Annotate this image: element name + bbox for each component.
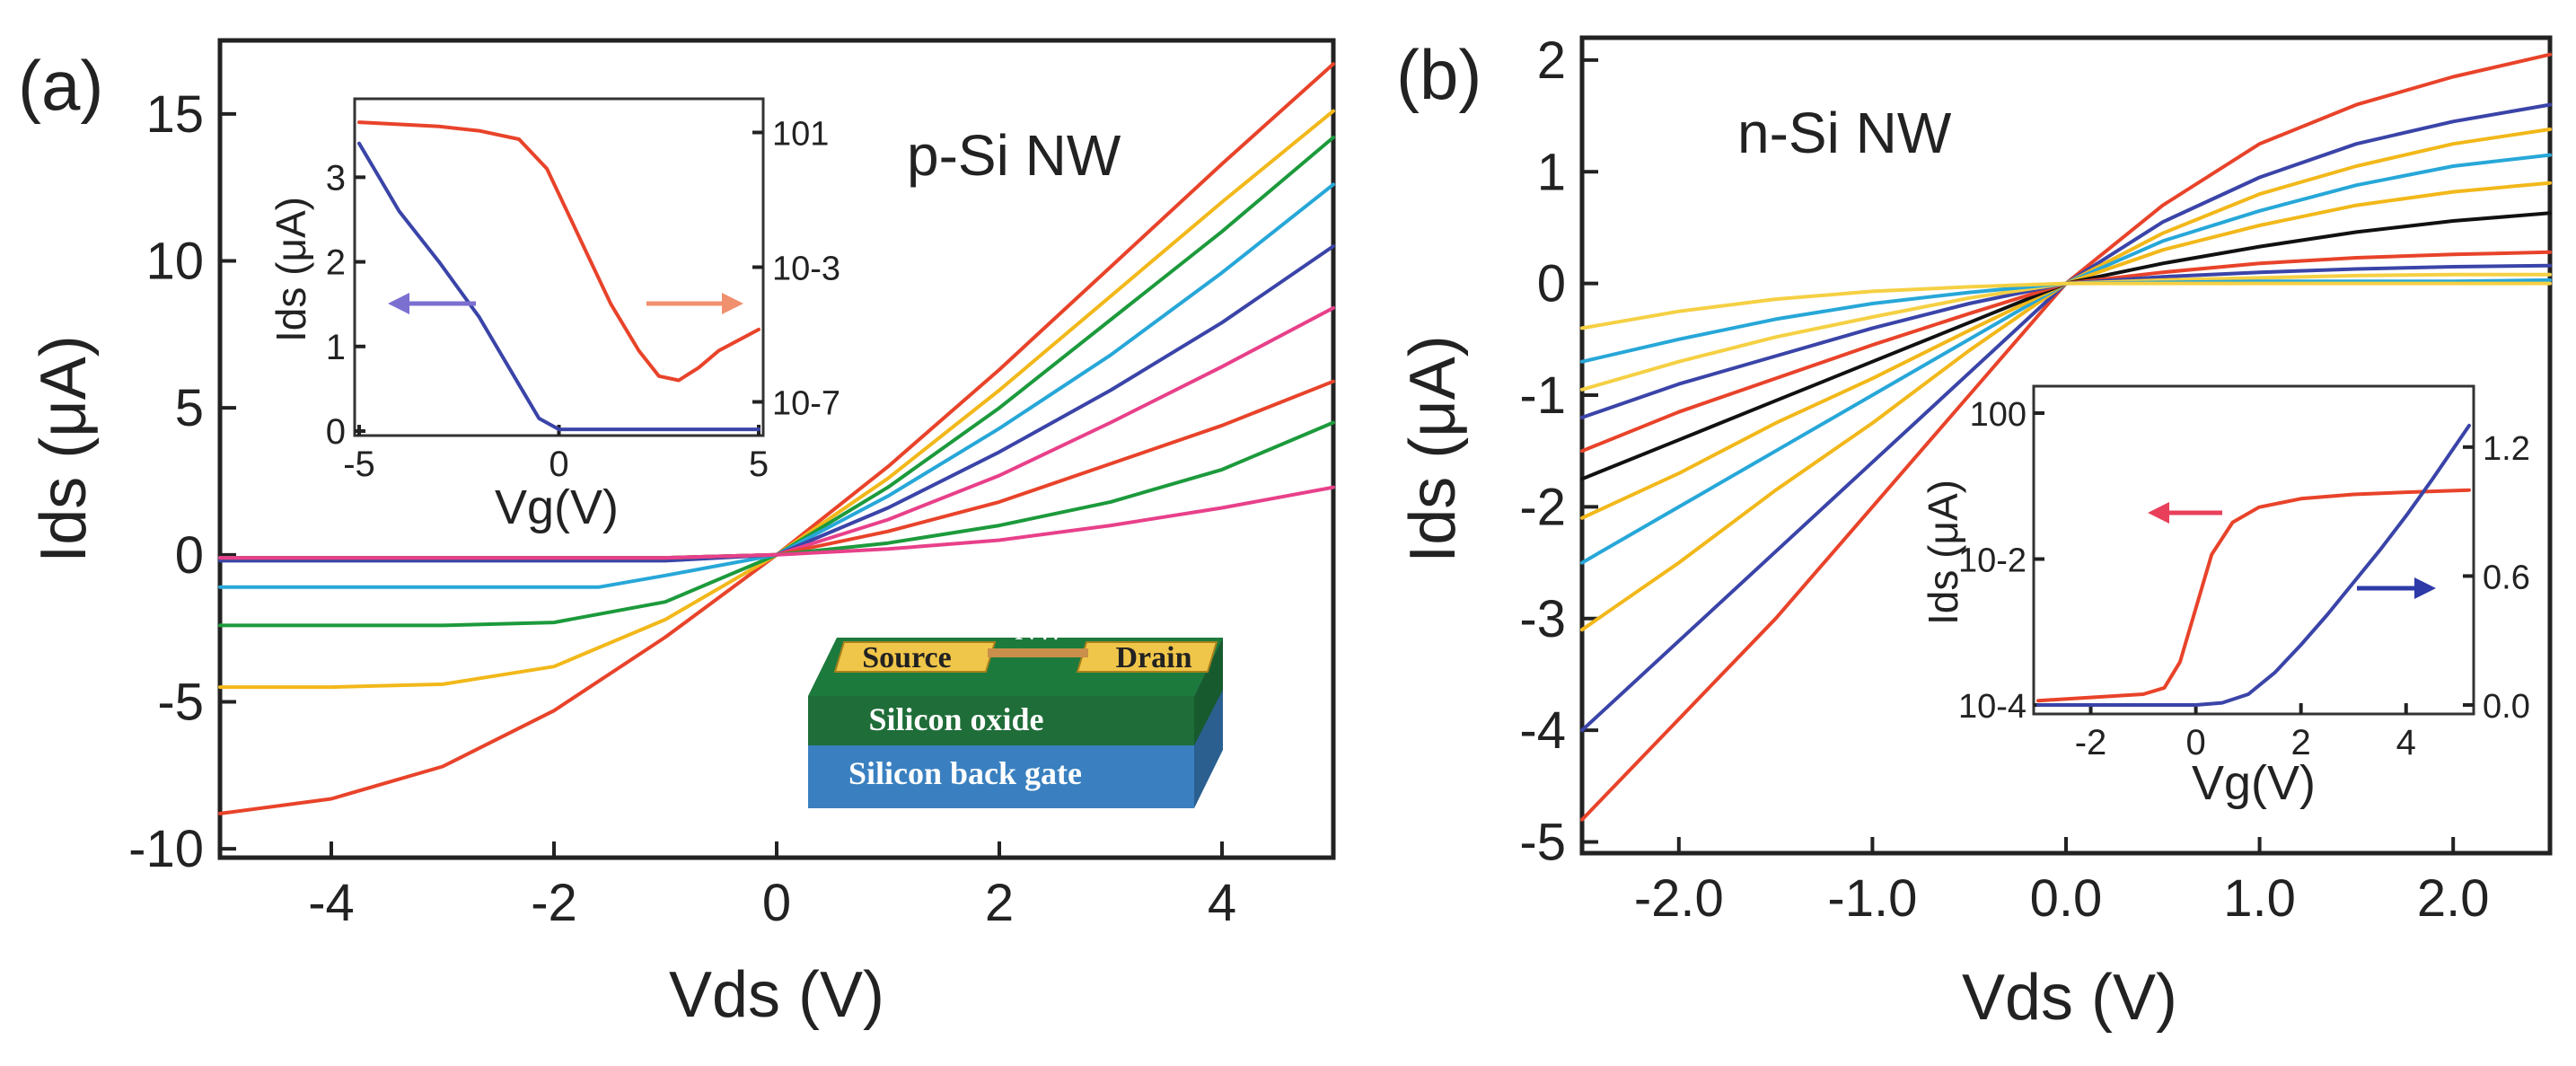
inset-y-tick-label-b: 10-4	[1958, 688, 2027, 726]
inset-x-tick-label-a: -5	[343, 445, 375, 484]
arrow-head-red-b	[2148, 502, 2169, 524]
oxide-side	[1194, 638, 1223, 745]
source-pad	[833, 641, 997, 673]
inset-y-tick-label-b: 10-2	[1958, 542, 2027, 580]
inset-y2-tick-label-a: 10-7	[772, 385, 840, 423]
drain-pad	[1076, 641, 1218, 673]
inset-y2-tick-label-b: 1.2	[2483, 430, 2530, 468]
inset-x-tick-label-b: 2	[2291, 723, 2311, 762]
y-tick-label-b: -2	[1519, 478, 1566, 536]
inset-x-title-b: Vg(V)	[2192, 756, 2316, 810]
inset-x-tick-label-a: 5	[749, 445, 769, 484]
y-axis-title-b: Ids (μA)	[1397, 335, 1469, 563]
series-group-b	[1580, 52, 2552, 822]
inset-b: -2 0 2 4 10-4 10-2 100 0.0 0.6 1.2 Vg(V) Ids (μA)	[1920, 384, 2530, 810]
drain-text: Drain	[1116, 641, 1192, 674]
source-text: Source	[862, 641, 951, 674]
y-tick-label-a: -5	[157, 674, 204, 732]
y-tick-label-b: -3	[1519, 590, 1566, 648]
inset-ticks-b: -2 0 2 4 10-4 10-2 100 0.0 0.6 1.2	[1958, 396, 2530, 762]
b-inset-series-linear	[2036, 423, 2471, 707]
x-tick-label-b: 2.0	[2417, 869, 2490, 928]
a-series-cyan	[218, 182, 1335, 589]
oxide-text: Silicon oxide	[868, 701, 1043, 737]
x-axis-title-b: Vds (V)	[1962, 962, 2177, 1034]
a-inset-series-linear	[357, 141, 760, 432]
silicon-oxide-layer	[808, 696, 1194, 745]
inset-y2-tick-label-b: 0.6	[2483, 559, 2530, 596]
inset-y-tick-label-a: 3	[326, 158, 346, 198]
gate-text: Silicon back gate	[848, 755, 1082, 791]
y-tick-label-a: 10	[145, 233, 204, 291]
x-tick-label-a: 2	[985, 874, 1014, 932]
plot-title-a: p-Si NW	[907, 123, 1121, 188]
inset-y-title-a: Ids (μA)	[268, 197, 314, 342]
arrow-head-blue	[388, 293, 409, 314]
y-tick-label-a: 5	[175, 379, 204, 437]
arrow-head-blue-b	[2414, 577, 2436, 599]
inset-frame-b	[2032, 384, 2475, 716]
inset-series-b	[2036, 423, 2471, 707]
x-axis-title-a: Vds (V)	[669, 959, 884, 1031]
inset-y2-tick-label-a: 10-3	[772, 251, 840, 288]
inset-y-tick-label-a: 0	[326, 412, 346, 452]
inset-series-a	[357, 120, 760, 432]
series-group-a	[218, 62, 1335, 815]
inset-y2-tick-label-b: 0.0	[2483, 688, 2530, 726]
y-axis-title-a: Ids (μA)	[28, 335, 100, 563]
device-schematic: Source NW Drain Silicon oxide Silicon ba…	[808, 613, 1223, 808]
inset-y-tick-label-a: 1	[326, 328, 346, 367]
a-series-magenta-2	[218, 485, 1335, 560]
x-tick-label-a: 0	[762, 874, 791, 932]
x-tick-label-b: 0.0	[2030, 869, 2103, 928]
inset-y-title-b: Ids (μA)	[1920, 480, 1966, 625]
y-tick-label-b: -4	[1519, 701, 1566, 760]
inset-x-tick-label-b: -2	[2075, 723, 2107, 762]
axis-ticks-b: -2.0 -1.0 0.0 1.0 2.0 -5 -4 -3 -2 -1 0 1 2	[1519, 31, 2489, 928]
inset-y2-tick-label-a: 101	[772, 116, 829, 154]
y-tick-label-b: 0	[1537, 255, 1566, 313]
inset-y-tick-label-a: 2	[326, 243, 346, 283]
panel-label-b: (b)	[1396, 35, 1481, 114]
b-series-lightorange	[1580, 281, 2552, 330]
x-tick-label-a: 4	[1208, 874, 1236, 932]
y-tick-label-a: 15	[145, 85, 204, 144]
x-tick-label-b: -2.0	[1634, 869, 1724, 928]
plot-title-b: n-Si NW	[1737, 101, 1952, 165]
y-tick-label-b: -1	[1519, 366, 1566, 425]
y-tick-label-b: -5	[1519, 814, 1566, 872]
arrow-right-indicator-b	[2357, 577, 2436, 599]
inset-frame-a	[353, 97, 765, 437]
x-tick-label-b: -1.0	[1827, 869, 1917, 928]
b-series-lightyellow	[1580, 272, 2552, 392]
inset-y-tick-label-b: 100	[1970, 396, 2027, 434]
y-tick-label-a: 0	[175, 526, 204, 585]
x-tick-label-a: -2	[531, 874, 577, 932]
b-inset-series-log	[2036, 488, 2471, 703]
y-tick-label-b: 1	[1537, 143, 1566, 201]
inset-x-tick-label-b: 4	[2396, 723, 2416, 762]
panel-b: (b) -2.0 -1.0 0.0 1.0 2.0 -5 -4 -3 -2 -1 0 1 2 n-Si …	[1396, 31, 2553, 1034]
nw-text: NW	[1015, 613, 1064, 646]
y-tick-label-a: -10	[128, 820, 204, 878]
arrow-left-indicator-b	[2148, 502, 2222, 524]
arrow-head-red	[722, 293, 743, 314]
y-tick-label-b: 2	[1537, 31, 1566, 90]
x-tick-label-b: 1.0	[2223, 869, 2296, 928]
silicon-gate-layer	[808, 745, 1194, 808]
nanowire	[988, 648, 1088, 657]
inset-x-tick-label-a: 0	[549, 445, 568, 484]
x-tick-label-a: -4	[308, 874, 355, 932]
a-inset-series-log	[357, 120, 760, 383]
inset-x-tick-label-b: 0	[2185, 723, 2205, 762]
arrow-left-indicator	[388, 293, 476, 314]
inset-x-title-a: Vg(V)	[495, 480, 619, 534]
panel-label-a: (a)	[18, 46, 103, 125]
arrow-right-indicator	[646, 293, 743, 314]
